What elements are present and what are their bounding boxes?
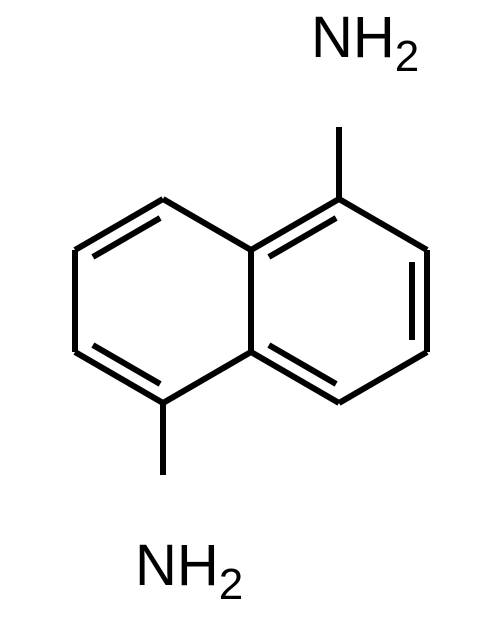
atom-label-n1: NH2 [311,5,419,81]
atom-label-n2: NH2 [135,533,243,609]
atom-label-subscript: 2 [395,32,419,81]
molecule-canvas: NH2NH2 [0,0,502,640]
bond-c4a-c5-inner [269,345,336,384]
bond-c6-c7-inner [93,345,160,384]
bond-c2-c3 [339,199,427,250]
atom-label-subscript: 2 [219,560,243,609]
bond-c8-c8a-inner [93,218,160,257]
bond-c1-c2-inner [269,218,336,257]
atom-label-main: NH [311,5,395,70]
bond-c5-c6 [163,352,251,403]
bond-c4-c4a [339,352,427,403]
bond-c8a-c1 [163,199,251,250]
atom-label-main: NH [135,533,219,598]
